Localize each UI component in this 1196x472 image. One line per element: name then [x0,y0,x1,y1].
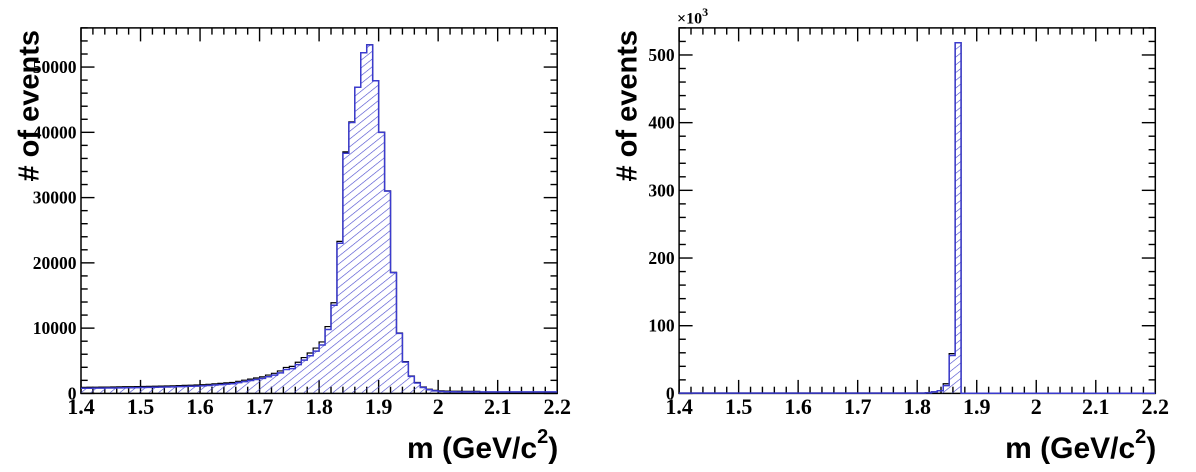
svg-text:1.5: 1.5 [127,394,155,419]
svg-text:# of events: # of events [14,30,46,182]
svg-text:1.8: 1.8 [903,394,931,419]
svg-text:40000: 40000 [33,122,77,142]
svg-text:1.5: 1.5 [725,394,753,419]
svg-text:200: 200 [648,248,675,268]
svg-text:0: 0 [68,383,77,403]
svg-text:2.2: 2.2 [543,394,571,419]
svg-text:1.8: 1.8 [305,394,333,419]
svg-text:2.2: 2.2 [1142,394,1170,419]
svg-text:100: 100 [648,316,675,336]
svg-text:2.1: 2.1 [1082,394,1110,419]
svg-text:400: 400 [648,113,675,133]
svg-text:20000: 20000 [33,253,77,273]
svg-text:1.7: 1.7 [246,394,274,419]
svg-text:1.9: 1.9 [365,394,393,419]
svg-text:×103: ×103 [677,5,708,28]
svg-text:500: 500 [648,45,675,65]
svg-text:300: 300 [648,180,675,200]
svg-text:1.7: 1.7 [844,394,872,419]
svg-text:0: 0 [666,383,675,403]
svg-text:50000: 50000 [33,57,77,77]
svg-text:1.6: 1.6 [784,394,812,419]
svg-text:m (GeV/c2): m (GeV/c2) [407,426,558,465]
svg-text:30000: 30000 [33,188,77,208]
svg-text:2: 2 [1031,394,1042,419]
svg-text:m (GeV/c2): m (GeV/c2) [1005,426,1156,465]
svg-text:1.4: 1.4 [665,394,693,419]
svg-text:10000: 10000 [33,318,77,338]
svg-text:1.6: 1.6 [186,394,214,419]
svg-text:# of events: # of events [612,30,644,182]
svg-text:1.9: 1.9 [963,394,991,419]
svg-text:1.4: 1.4 [67,394,95,419]
svg-text:2.1: 2.1 [484,394,512,419]
svg-text:2: 2 [433,394,444,419]
